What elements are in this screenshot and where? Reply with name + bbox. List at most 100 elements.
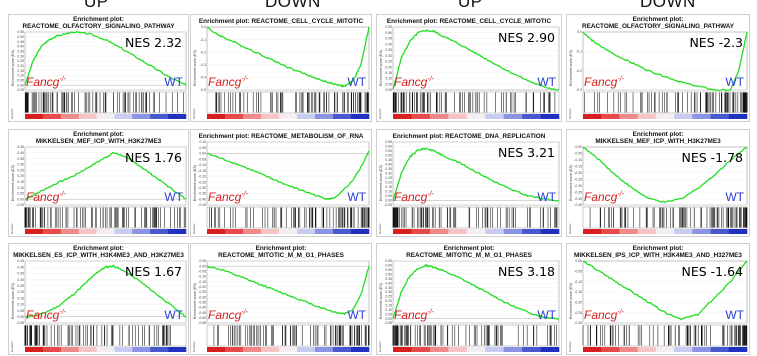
y-axis-label: Enrichment score (ES): [193, 282, 197, 319]
enrichment-plot-panel: Enrichment plot: REACTOME_MITOTIC_M_M_G1_…: [190, 243, 372, 355]
y-tick-label: -0.2: [576, 69, 582, 73]
rank-gradient-segment: [279, 114, 298, 119]
y-axis-label: Enrichment score (ES): [193, 164, 197, 201]
wt-group-label: WT: [347, 75, 366, 89]
fancg-group-label: Fancg-/-: [208, 308, 248, 322]
y-tick-label: 0.05: [385, 82, 392, 86]
nes-value: NES 2.90: [498, 30, 555, 45]
rank-gradient-segment: [485, 229, 504, 234]
col-header-4: DOWN: [640, 0, 696, 11]
y-tick-label: -0.40: [574, 197, 582, 201]
y-tick-label: 0.15: [385, 185, 392, 189]
rank-gradient-segment: [619, 114, 638, 119]
y-tick-label: 0.45: [17, 40, 24, 44]
y-tick-label: 0.00: [385, 317, 392, 321]
fancg-label-text: Fancg: [208, 190, 242, 204]
plot-svg: 0.650.600.550.500.450.400.350.300.250.20…: [378, 259, 560, 352]
enrichment-plot-panel: Enrichment plot: MIKKELSEN_IPS_ICP_WITH_H…: [566, 243, 750, 355]
y-tick-label: 0.10: [385, 190, 392, 194]
fancg-group-label: Fancg-/-: [26, 190, 66, 204]
fancg-label-sup: -/-: [59, 76, 66, 83]
rank-gradient-segment: [655, 114, 675, 119]
plot-svg: 0.550.500.450.400.350.300.250.200.150.10…: [10, 30, 187, 119]
rank-gradient-segment: [393, 229, 412, 234]
rank-gradient-segment: [692, 229, 711, 234]
plot-title-line2: MIKKELSEN_MEF_ICP_WITH_H3K27ME3: [35, 138, 162, 145]
rank-gradient-segment: [728, 229, 748, 234]
plot-svg: 0.10 0.05 0.00-0.05 -0.10 -0.15 -0.20-0.25 -0.…: [192, 140, 370, 234]
rank-gradient-segment: [503, 114, 523, 119]
rank-gradient-segment: [710, 114, 730, 119]
rank-gradient-segment: [333, 114, 352, 119]
y-tick-label: 0.05: [199, 146, 206, 150]
plot-title-line1: Enrichment plot:: [73, 131, 124, 138]
y-tick-label: 0.40: [17, 265, 24, 269]
rank-gradient-segment: [692, 347, 711, 352]
y-tick-label: -0.10: [574, 158, 582, 162]
y-tick-label: -0.05: [384, 321, 392, 325]
y-tick-label: 0.25: [385, 295, 392, 299]
fancg-label-sup: -/-: [427, 309, 434, 316]
plot-title-line1: Enrichment plot:: [632, 131, 684, 138]
y-tick-label: 0.60: [385, 264, 392, 268]
plot-title-line2: REACTOME_OLFACTORY_SIGNALING_PATHWAY: [581, 23, 735, 30]
nes-value: NES -1.64: [681, 264, 744, 279]
y-tick-label: -0.50: [198, 316, 206, 320]
rank-gradient-segment: [150, 229, 169, 234]
y-tick-label: 0.15: [17, 180, 24, 184]
wt-group-label: WT: [725, 75, 744, 89]
y-axis-label: Enrichment score (ES): [11, 164, 15, 201]
fancg-label-sup: -/-: [241, 191, 248, 198]
rank-gradient-segment: [225, 114, 244, 119]
nes-value: NES 1.76: [125, 150, 182, 165]
y-tick-label: 0.25: [17, 284, 24, 288]
y-tick-label: -0.45: [198, 311, 206, 315]
rank-gradient-segment: [601, 347, 620, 352]
y-tick-label: 0.55: [17, 30, 24, 34]
y-tick-label: 0.35: [385, 167, 392, 171]
rank-gradient-segment: [25, 347, 44, 352]
y-tick-label: -0.4: [200, 76, 206, 80]
y-tick-label: 0.55: [385, 25, 392, 29]
plot-svg: 0.450.400.350.300.250.200.150.100.050.00…: [10, 145, 187, 234]
plot-area-frame: [206, 26, 370, 91]
rank-gradient-segment: [150, 114, 169, 119]
rank-gradient-segment: [114, 114, 133, 119]
enrichment-curve: [206, 150, 370, 201]
rank-gradient-segment: [674, 114, 693, 119]
rank-gradient-segment: [710, 347, 730, 352]
enrichment-curve: [24, 31, 187, 86]
y-tick-label: -0.05: [198, 270, 206, 274]
col-header-1: UP: [84, 0, 109, 11]
rank-gradient-segment: [96, 347, 115, 352]
y-tick-label: 0.35: [385, 48, 392, 52]
wt-group-label: WT: [164, 75, 183, 89]
rank-gradient-segment: [315, 229, 334, 234]
rank-gradient-segment: [485, 347, 504, 352]
enrichment-plot-panel: Enrichment plot: REACTOME_OLFACTORY_SIGNA…: [566, 14, 750, 122]
y-tick-label: -0.05: [574, 270, 582, 274]
y-tick-label: -0.20: [574, 301, 582, 305]
y-tick-label: 0.30: [385, 54, 392, 58]
fancg-label-text: Fancg: [208, 75, 242, 89]
fancg-label-sup: -/-: [427, 76, 434, 83]
enrichment-plot-panel: Enrichment plot: MIKKELSEN_MEF_ICP_WITH_H…: [566, 129, 750, 237]
plot-title-line1: Enrichment plot:: [255, 245, 307, 252]
rank-gradient-segment: [601, 229, 620, 234]
y-tick-label: -0.25: [198, 180, 206, 184]
nes-value: NES 3.21: [498, 145, 555, 160]
wt-group-label: WT: [347, 190, 366, 204]
rank-gradient-segment: [728, 114, 748, 119]
wt-group-label: WT: [725, 190, 744, 204]
enrichment-plot-panel: Enrichment plot: MIKKELSEN_ES_ICP_WITH_H3…: [8, 243, 189, 355]
y-tick-label: 0.05: [17, 192, 24, 196]
plot-svg: 0.450.400.350.300.250.200.150.100.050.00…: [10, 259, 187, 352]
rank-gradient-segment: [583, 229, 602, 234]
rank-gradient-segment: [42, 229, 62, 234]
y-axis-label: Enrichment score (ES): [569, 49, 573, 86]
rank-gradient-segment: [225, 229, 244, 234]
rank-gradient-segment: [60, 347, 79, 352]
y-tick-label: 0.25: [385, 60, 392, 64]
plot-title-line1: Enrichment plot:: [632, 245, 684, 252]
col-header-3: UP: [458, 0, 483, 11]
